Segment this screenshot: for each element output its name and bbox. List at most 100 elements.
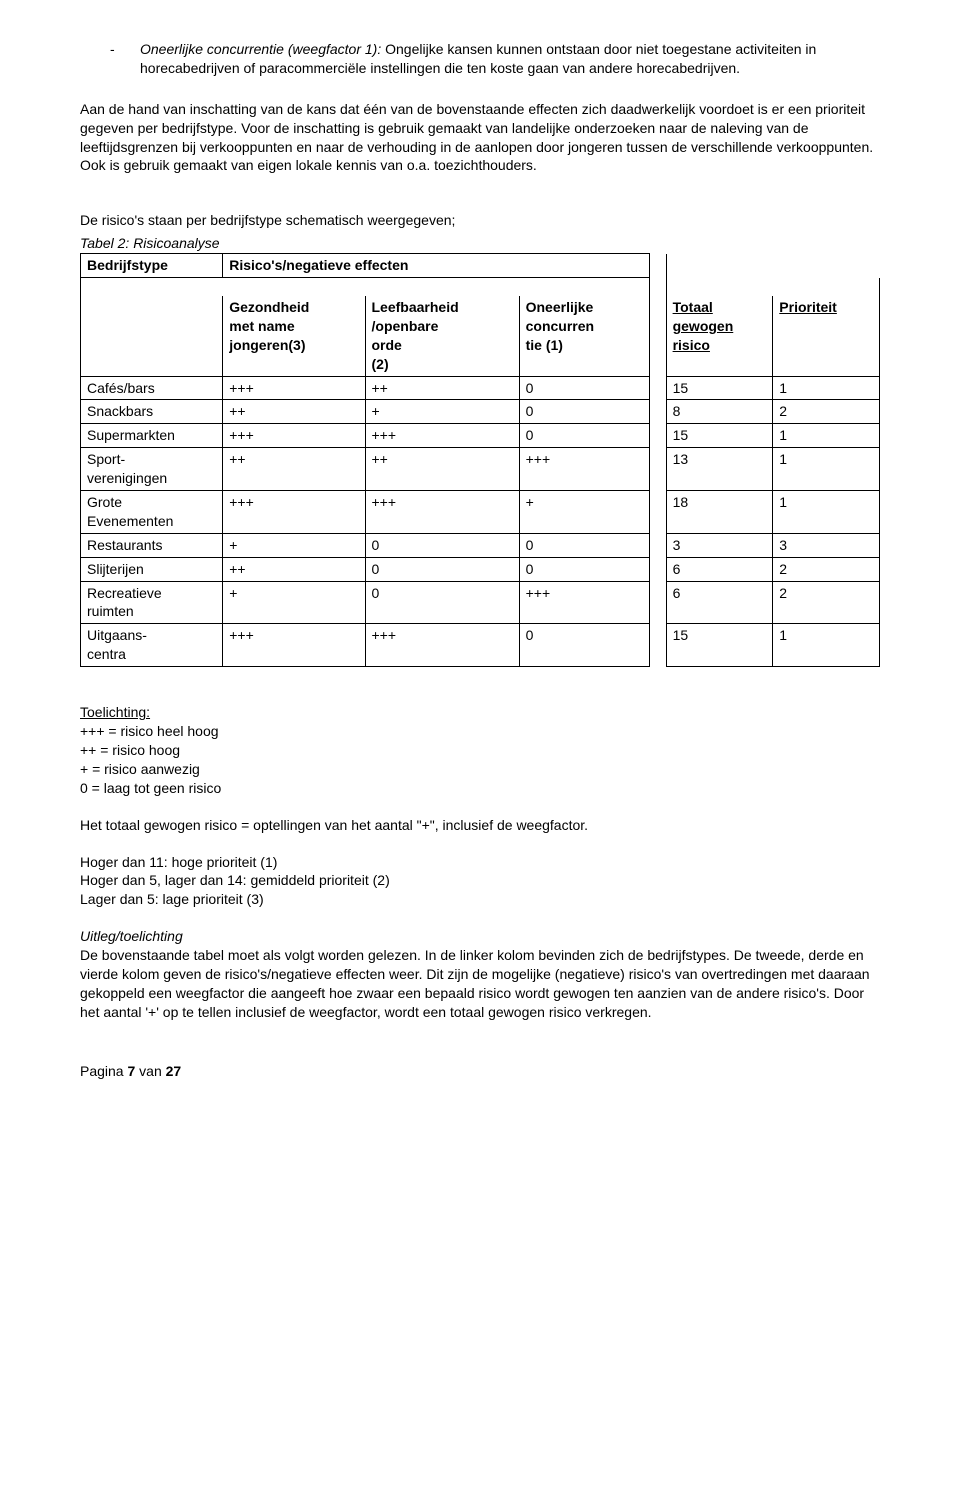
bullet-text: Oneerlijke concurrentie (weegfactor 1): … (140, 40, 880, 78)
paragraph-4: De bovenstaande tabel moet als volgt wor… (80, 946, 880, 1022)
bullet-dash: - (110, 40, 140, 78)
table-empty (81, 278, 223, 297)
table-cell: +++ (365, 424, 519, 448)
th-leefbaarheid: Leefbaarheid/openbareorde(2) (365, 296, 519, 376)
paragraph-1: Aan de hand van inschatting van de kans … (80, 100, 880, 176)
table-cell: 0 (519, 533, 649, 557)
table-cell: Grote Evenementen (81, 491, 223, 534)
table-cell: 1 (773, 376, 880, 400)
table-cell: ++ (365, 376, 519, 400)
table-gap (650, 624, 667, 667)
th-bedrijfstype: Bedrijfstype (81, 254, 223, 278)
table-empty (773, 278, 880, 297)
table-gap (650, 491, 667, 534)
table-cell: 8 (666, 400, 773, 424)
table-cell: 0 (519, 400, 649, 424)
priority-block: Hoger dan 11: hoge prioriteit (1) Hoger … (80, 853, 880, 910)
table-row: Uitgaans- centra++++++0151 (81, 624, 880, 667)
table-cell: Recreatieve ruimten (81, 581, 223, 624)
table-gap (650, 376, 667, 400)
risk-table: Bedrijfstype Risico's/negatieve effecten… (80, 253, 880, 667)
th-risicos: Risico's/negatieve effecten (223, 254, 650, 278)
th-gezondheid: Gezondheidmet namejongeren(3) (223, 296, 365, 376)
table-row: Restaurants+0033 (81, 533, 880, 557)
table-cell: +++ (365, 624, 519, 667)
priority-line: Lager dan 5: lage prioriteit (3) (80, 890, 880, 909)
table-row: Recreatieve ruimten+0+++ 62 (81, 581, 880, 624)
table-cell: +++ (223, 491, 365, 534)
table-cell: Snackbars (81, 400, 223, 424)
table-cell: +++ (223, 376, 365, 400)
table-cell: 0 (365, 581, 519, 624)
table-row: Slijterijen++0062 (81, 557, 880, 581)
table-gap (650, 400, 667, 424)
table-cell: +++ (519, 581, 649, 624)
table-cell: + (519, 491, 649, 534)
table-cell: 13 (666, 448, 773, 491)
table-cell: 0 (365, 533, 519, 557)
table-cell: +++ (223, 624, 365, 667)
table-cell: 1 (773, 491, 880, 534)
bullet-title: Oneerlijke concurrentie (weegfactor 1): (140, 41, 381, 57)
th-oneerlijke: Oneerlijkeconcurrentie (1) (519, 296, 649, 376)
table-cell: Cafés/bars (81, 376, 223, 400)
table-empty (81, 296, 223, 376)
table-cell: 3 (773, 533, 880, 557)
legend-line: 0 = laag tot geen risico (80, 779, 880, 798)
table-gap (650, 296, 667, 376)
table-spacer-row (81, 278, 880, 297)
table-cell: Slijterijen (81, 557, 223, 581)
table-empty (365, 278, 519, 297)
th-prioriteit: Prioriteit (773, 296, 880, 376)
bullet-item: - Oneerlijke concurrentie (weegfactor 1)… (110, 40, 880, 78)
table-cell: Sport- verenigingen (81, 448, 223, 491)
table-cell: 1 (773, 424, 880, 448)
table-cell: 0 (519, 557, 649, 581)
table-cell: 2 (773, 581, 880, 624)
table-row: Snackbars+++082 (81, 400, 880, 424)
table-header-row-2: Gezondheidmet namejongeren(3) Leefbaarhe… (81, 296, 880, 376)
table-row: Sport- verenigingen+++++++131 (81, 448, 880, 491)
table-cell: Supermarkten (81, 424, 223, 448)
table-empty (666, 278, 773, 297)
table-gap (650, 424, 667, 448)
legend-title: Toelichting: (80, 703, 880, 722)
table-empty (519, 278, 649, 297)
table-row: Grote Evenementen+++++++181 (81, 491, 880, 534)
legend-line: ++ = risico hoog (80, 741, 880, 760)
table-cell: 0 (519, 376, 649, 400)
table-empty (666, 254, 773, 278)
table-cell: 6 (666, 581, 773, 624)
priority-line: Hoger dan 5, lager dan 14: gemiddeld pri… (80, 871, 880, 890)
table-empty (223, 278, 365, 297)
table-cell: ++ (223, 448, 365, 491)
table-gap (650, 581, 667, 624)
table-cell: +++ (223, 424, 365, 448)
table-cell: 3 (666, 533, 773, 557)
table-cell: + (223, 581, 365, 624)
table-cell: +++ (519, 448, 649, 491)
table-cell: 2 (773, 400, 880, 424)
table-cell: 15 (666, 424, 773, 448)
table-empty (773, 254, 880, 278)
table-cell: ++ (223, 557, 365, 581)
table-cell: 1 (773, 448, 880, 491)
table-header-row-1: Bedrijfstype Risico's/negatieve effecten (81, 254, 880, 278)
table-cell: 0 (519, 624, 649, 667)
table-cell: Uitgaans- centra (81, 624, 223, 667)
table-cell: ++ (365, 448, 519, 491)
table-cell: 0 (365, 557, 519, 581)
table-cell: ++ (223, 400, 365, 424)
table-cell: + (365, 400, 519, 424)
table-gap (650, 533, 667, 557)
th-totaal: Totaalgewogenrisico (666, 296, 773, 376)
paragraph-2: De risico's staan per bedrijfstype schem… (80, 211, 880, 230)
table-cell: +++ (365, 491, 519, 534)
legend-line: +++ = risico heel hoog (80, 722, 880, 741)
table-cell: 1 (773, 624, 880, 667)
table-cell: 18 (666, 491, 773, 534)
table-gap (650, 448, 667, 491)
paragraph-3: Het totaal gewogen risico = optellingen … (80, 816, 880, 835)
table-cell: 2 (773, 557, 880, 581)
table-row: Cafés/bars+++++0151 (81, 376, 880, 400)
